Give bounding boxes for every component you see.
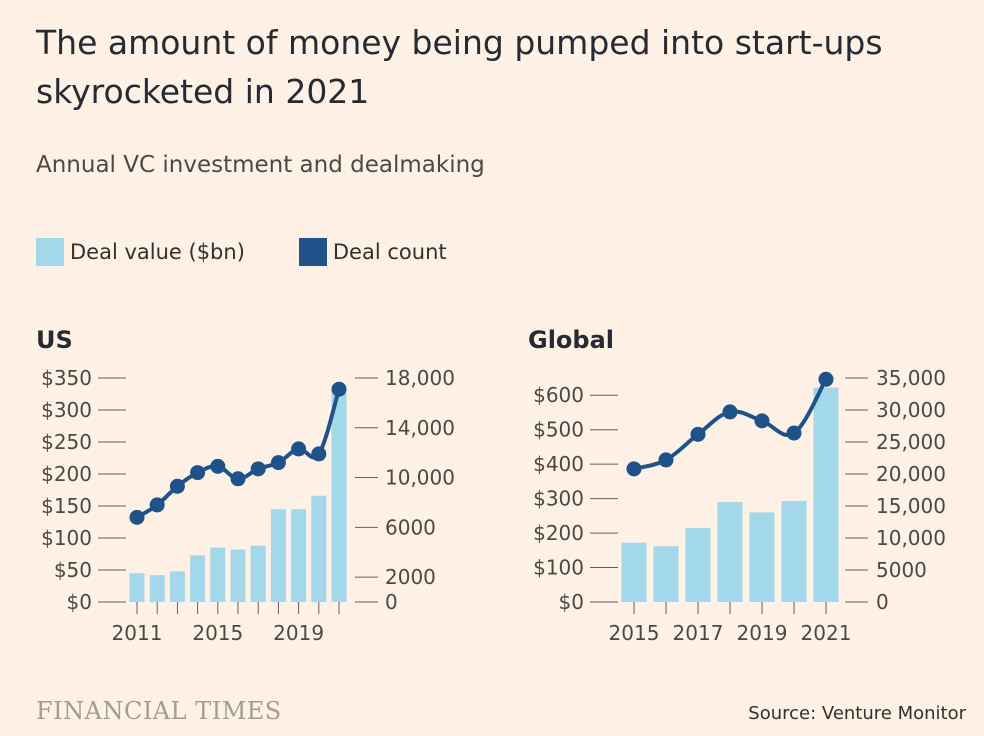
us-right-tick-label: 18,000 [385, 366, 455, 390]
us-bar-2012 [149, 575, 165, 602]
us-point-2011 [129, 509, 145, 525]
us-panel-title: US [36, 326, 73, 354]
global-right-tick-label: 5000 [876, 558, 927, 582]
global-point-2021 [818, 371, 834, 387]
us-bar-2021 [331, 390, 347, 602]
us-bar-2018 [270, 509, 286, 602]
us-left-tick-label: $50 [54, 558, 92, 582]
global-right-tick-label: 10,000 [876, 526, 946, 550]
global-left-tick-label: $100 [533, 556, 584, 580]
global-left-tick-label: $300 [533, 487, 584, 511]
us-left-tick-label: $350 [41, 366, 92, 390]
source-note: Source: Venture Monitor [748, 703, 966, 724]
us-point-2021 [331, 381, 347, 397]
us-point-2012 [149, 497, 165, 513]
us-bar-2016 [230, 549, 246, 602]
chart-subtitle: Annual VC investment and dealmaking [36, 152, 485, 178]
global-right-tick-label: 30,000 [876, 398, 946, 422]
global-bar-2020 [781, 501, 807, 602]
us-bar-2017 [250, 545, 266, 602]
chart-title: The amount of money being pumped into st… [36, 23, 883, 111]
global-point-2016 [658, 452, 674, 468]
global-left-tick-label: $500 [533, 418, 584, 442]
us-bar-2011 [129, 573, 145, 602]
global-bar-2016 [653, 546, 679, 602]
global-x-label-2021: 2021 [801, 621, 852, 645]
global-x-label-2017: 2017 [673, 621, 724, 645]
global-panel-title: Global [528, 326, 614, 354]
us-bar-2014 [190, 555, 206, 602]
global-bar-2018 [717, 502, 743, 602]
global-bar-2021 [813, 387, 839, 602]
global-x-label-2019: 2019 [737, 621, 788, 645]
us-left-tick-label: $300 [41, 398, 92, 422]
us-bar-2020 [311, 495, 327, 602]
global-bar-2019 [749, 512, 775, 602]
legend: Deal value ($bn) Deal count [36, 238, 501, 266]
us-left-tick-label: $100 [41, 526, 92, 550]
us-point-2017 [250, 461, 266, 477]
us-left-tick-label: $250 [41, 430, 92, 454]
us-deal-count-line [135, 388, 341, 520]
us-bar-2013 [169, 571, 185, 602]
legend-item-deal-value: Deal value ($bn) [36, 238, 245, 266]
global-x-label-2015: 2015 [609, 621, 660, 645]
us-bar-2019 [291, 509, 307, 602]
us-point-2014 [190, 465, 206, 481]
global-right-tick-label: 0 [876, 590, 889, 614]
global-bar-2017 [685, 527, 711, 602]
us-right-tick-label: 0 [385, 590, 398, 614]
global-point-2015 [626, 461, 642, 477]
us-left-tick-label: $200 [41, 462, 92, 486]
us-point-2020 [311, 446, 327, 462]
global-left-tick-label: $400 [533, 452, 584, 476]
us-left-tick-label: $150 [41, 494, 92, 518]
us-point-2015 [210, 458, 226, 474]
global-left-tick-label: $600 [533, 383, 584, 407]
global-point-2018 [722, 404, 738, 420]
us-point-2013 [169, 478, 185, 494]
legend-swatch-deal-value [36, 238, 64, 266]
us-x-label-2015: 2015 [192, 621, 243, 645]
us-x-label-2011: 2011 [112, 621, 163, 645]
global-right-tick-label: 35,000 [876, 366, 946, 390]
ft-logo: FINANCIAL TIMES [36, 697, 282, 725]
legend-label-deal-value: Deal value ($bn) [70, 240, 245, 264]
legend-item-deal-count: Deal count [298, 238, 447, 266]
us-point-2018 [270, 455, 286, 471]
us-bar-2015 [210, 547, 226, 602]
us-right-tick-label: 14,000 [385, 416, 455, 440]
global-point-2019 [754, 413, 770, 429]
global-right-tick-label: 25,000 [876, 430, 946, 454]
us-right-tick-label: 10,000 [385, 466, 455, 490]
global-point-2017 [690, 426, 706, 442]
legend-label-deal-count: Deal count [332, 240, 447, 264]
global-point-2020 [786, 425, 802, 441]
us-left-tick-label: $0 [67, 590, 92, 614]
global-left-tick-label: $200 [533, 521, 584, 545]
global-bar-2015 [621, 542, 647, 602]
us-right-tick-label: 6000 [385, 515, 436, 539]
us-right-tick-label: 2000 [385, 565, 436, 589]
us-point-2016 [230, 471, 246, 487]
us-point-2019 [291, 441, 307, 457]
global-left-tick-label: $0 [559, 590, 584, 614]
global-right-tick-label: 20,000 [876, 462, 946, 486]
us-x-label-2019: 2019 [273, 621, 324, 645]
global-right-tick-label: 15,000 [876, 494, 946, 518]
legend-swatch-deal-count [298, 238, 327, 266]
